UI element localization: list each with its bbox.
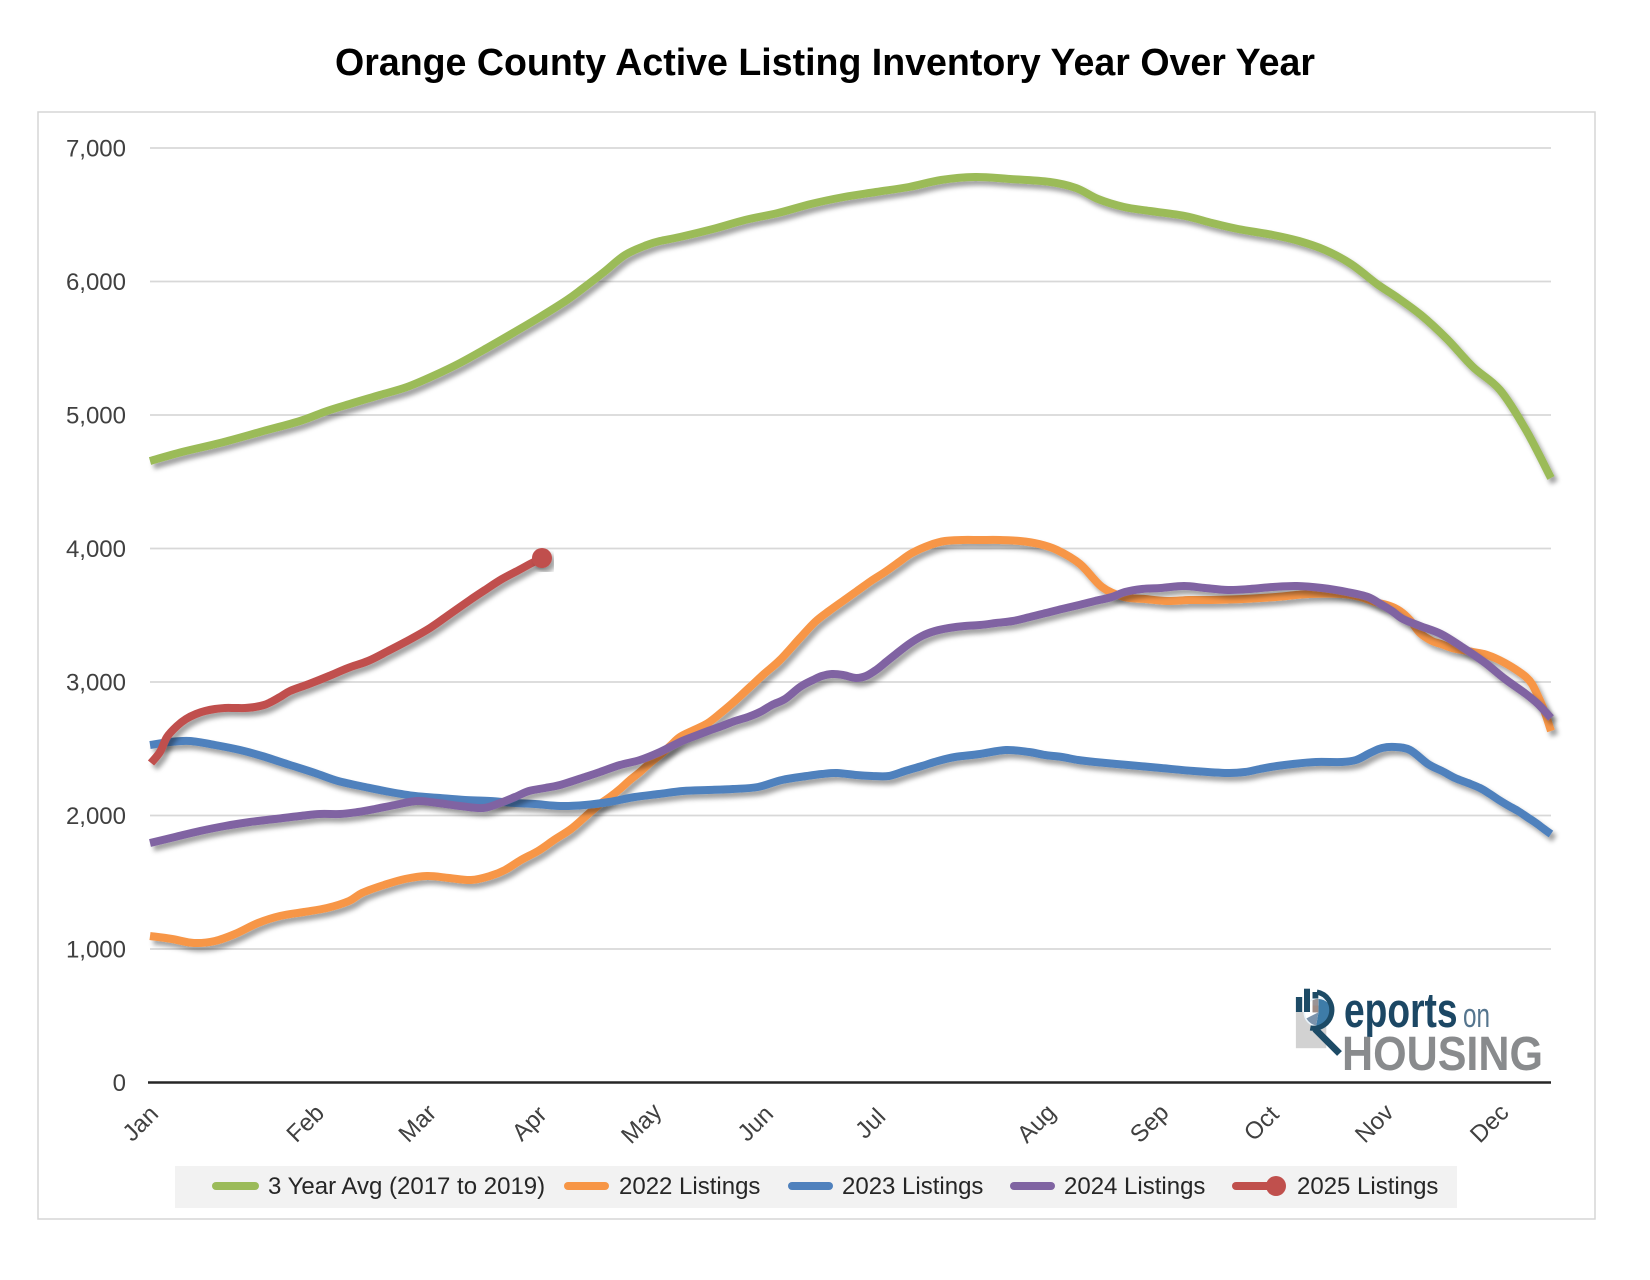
- svg-text:3 Year Avg (2017 to 2019): 3 Year Avg (2017 to 2019): [268, 1173, 545, 1200]
- svg-text:2025 Listings: 2025 Listings: [1297, 1173, 1438, 1200]
- svg-text:2023 Listings: 2023 Listings: [842, 1173, 983, 1200]
- svg-text:2,000: 2,000: [66, 803, 126, 830]
- svg-text:HOUSING: HOUSING: [1342, 1028, 1543, 1081]
- svg-text:5,000: 5,000: [66, 403, 126, 430]
- svg-text:3,000: 3,000: [66, 670, 126, 697]
- svg-text:eports: eports: [1344, 984, 1458, 1038]
- svg-text:6,000: 6,000: [66, 269, 126, 296]
- svg-text:2024 Listings: 2024 Listings: [1064, 1173, 1205, 1200]
- svg-text:2022 Listings: 2022 Listings: [619, 1173, 760, 1200]
- svg-text:7,000: 7,000: [66, 136, 126, 163]
- svg-text:0: 0: [113, 1070, 126, 1097]
- svg-text:on: on: [1463, 997, 1490, 1035]
- svg-text:4,000: 4,000: [66, 536, 126, 563]
- svg-text:1,000: 1,000: [66, 937, 126, 964]
- svg-text:Orange County Active Listing I: Orange County Active Listing Inventory Y…: [335, 42, 1315, 84]
